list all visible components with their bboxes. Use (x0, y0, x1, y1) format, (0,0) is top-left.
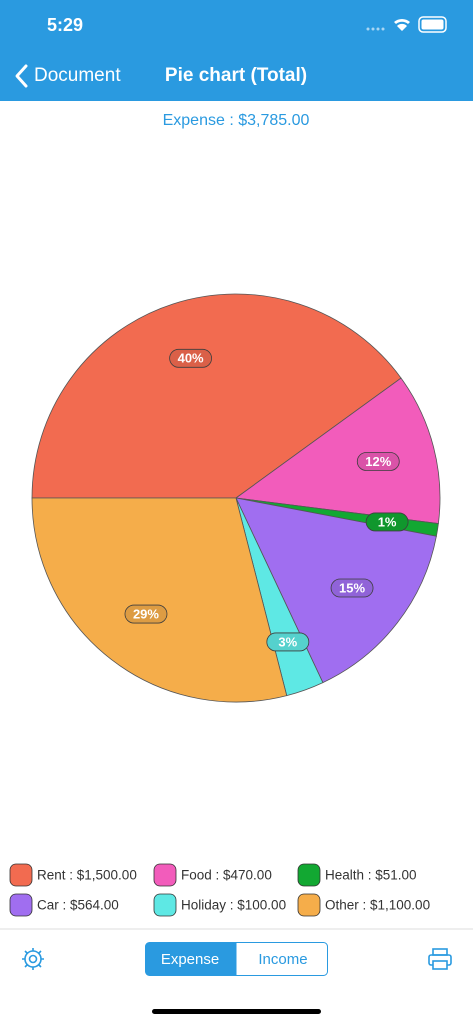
nav-title: Pie chart (Total) (165, 65, 307, 86)
legend-label: Car : $564.00 (37, 898, 119, 913)
header-bar (0, 0, 473, 101)
slice-label: 1% (378, 514, 397, 529)
slice-label: 40% (178, 351, 204, 366)
slice-label-pill (124, 604, 168, 624)
pie: 40% 12% 1% 15% 3% 29% (31, 293, 441, 703)
slice-label-pill (266, 632, 310, 652)
pie-slice (31, 497, 288, 703)
pie-slice (234, 377, 441, 525)
segment-expense[interactable]: Expense (161, 951, 219, 968)
slice-label: 15% (339, 580, 365, 595)
back-label[interactable]: Document (34, 65, 121, 86)
slice-label-pill (365, 512, 409, 532)
legend-label: Other : $1,100.00 (325, 898, 430, 913)
legend-swatch (297, 863, 321, 887)
legend-label: Holiday : $100.00 (181, 898, 286, 913)
pie-slice (31, 293, 402, 499)
legend-swatch (153, 893, 177, 917)
home-indicator (152, 1009, 321, 1014)
legend-swatch (9, 893, 33, 917)
slice-label: 12% (365, 454, 391, 469)
legend: Rent : $1,500.00 Food : $470.00 Health : $… (9, 863, 430, 917)
segmented-control[interactable]: Expense Income (145, 942, 328, 976)
settings-button[interactable] (22, 948, 44, 970)
slice-label: 29% (133, 606, 159, 621)
legend-label: Food : $470.00 (181, 868, 272, 883)
slice-label-pill (169, 348, 213, 368)
segment-income[interactable]: Income (258, 951, 307, 968)
legend-swatch (297, 893, 321, 917)
legend-swatch (153, 863, 177, 887)
legend-swatch (9, 863, 33, 887)
slice-label-pill (330, 578, 374, 598)
slice-label-pill (356, 452, 400, 471)
legend-label: Health : $51.00 (325, 868, 417, 883)
status-icons (366, 16, 447, 33)
chart-subtitle: Expense : $3,785.00 (163, 112, 310, 129)
back-button[interactable]: Document (15, 64, 121, 88)
slice-label: 3% (278, 634, 297, 649)
status-time: 5:29 (47, 15, 83, 35)
legend-label: Rent : $1,500.00 (37, 868, 137, 883)
print-button[interactable] (428, 948, 452, 970)
